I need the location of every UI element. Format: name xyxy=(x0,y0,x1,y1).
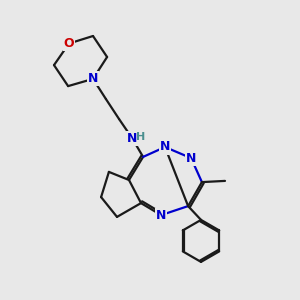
Text: N: N xyxy=(160,140,170,154)
Text: N: N xyxy=(127,131,137,145)
Text: N: N xyxy=(186,152,196,165)
Text: N: N xyxy=(156,208,166,222)
Text: N: N xyxy=(88,72,98,86)
Text: O: O xyxy=(64,37,74,50)
Text: H: H xyxy=(136,131,146,142)
